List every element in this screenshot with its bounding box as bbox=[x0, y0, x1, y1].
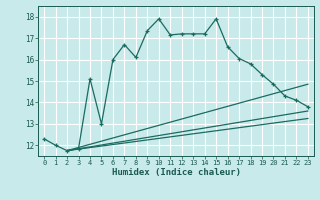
X-axis label: Humidex (Indice chaleur): Humidex (Indice chaleur) bbox=[111, 168, 241, 177]
